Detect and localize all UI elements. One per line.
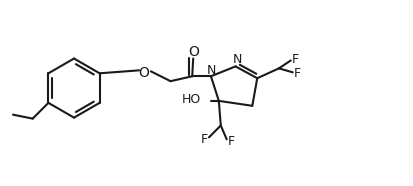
Text: F: F <box>228 135 235 148</box>
Text: N: N <box>206 64 215 77</box>
Text: O: O <box>188 45 198 59</box>
Text: N: N <box>232 53 242 66</box>
Text: F: F <box>293 67 301 80</box>
Text: F: F <box>200 133 207 146</box>
Text: F: F <box>292 53 299 66</box>
Text: HO: HO <box>181 93 201 106</box>
Text: O: O <box>138 66 149 80</box>
